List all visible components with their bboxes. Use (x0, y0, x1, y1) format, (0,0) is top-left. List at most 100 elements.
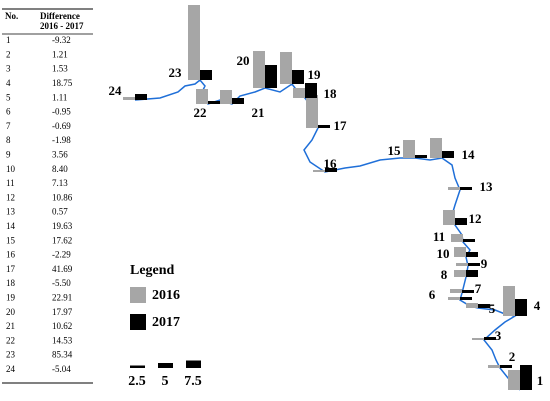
table-cell: 41.69 (52, 264, 73, 274)
station-label: 7 (475, 281, 482, 296)
bar (462, 290, 474, 293)
table-cell: 1.21 (52, 49, 68, 59)
bar (454, 247, 466, 257)
bar (293, 88, 305, 98)
table-cell: 12 (6, 192, 15, 202)
scale-label: 2.5 (128, 374, 146, 389)
table-cell: 5 (6, 92, 11, 102)
bar (454, 270, 466, 277)
table-cell: 8.40 (52, 164, 68, 174)
table-cell: 14 (6, 221, 16, 231)
legend-label: 2016 (152, 288, 180, 303)
bar (200, 70, 212, 80)
bar (292, 70, 304, 84)
bar (135, 94, 147, 100)
station-label: 14 (462, 147, 476, 162)
scale-label: 5 (162, 374, 169, 389)
table-cell: 1 (6, 35, 11, 45)
station-label: 21 (252, 105, 265, 120)
station-label: 22 (194, 105, 207, 120)
bar (500, 365, 512, 368)
station-label: 24 (109, 83, 123, 98)
station-label: 1 (537, 373, 544, 388)
table-cell: -0.95 (52, 107, 71, 117)
bar (520, 365, 532, 390)
table-cell: 19.63 (52, 221, 73, 231)
table-cell: 10 (6, 164, 16, 174)
bar (460, 187, 472, 190)
bar (463, 239, 475, 242)
station-label: 2 (509, 349, 516, 364)
bar (442, 151, 454, 158)
table-cell: 16 (6, 250, 16, 260)
table-cell: -2.29 (52, 250, 71, 260)
bar (280, 52, 292, 84)
bar (472, 338, 484, 340)
station-label: 8 (441, 267, 448, 282)
table-cell: 85.34 (52, 350, 73, 360)
bar (450, 289, 462, 293)
table-cell: 17.97 (52, 307, 73, 317)
table-cell: 2 (6, 49, 11, 59)
bar (455, 218, 467, 225)
bar (484, 337, 496, 340)
table-cell: 17 (6, 264, 16, 274)
table-cell: 1.11 (52, 92, 67, 102)
bar (460, 297, 472, 300)
bar (448, 297, 460, 300)
table-cell: 3.56 (52, 149, 68, 159)
bar (415, 155, 427, 158)
legend-title: Legend (130, 263, 175, 278)
station-label: 5 (489, 301, 496, 316)
bar (265, 65, 277, 88)
bar (253, 51, 265, 88)
station-label: 3 (495, 328, 502, 343)
table-header: No. (5, 11, 18, 21)
station-label: 6 (429, 287, 436, 302)
scale-bar (130, 365, 145, 368)
bar (325, 168, 337, 172)
table-cell: 13 (6, 207, 16, 217)
bar (515, 299, 527, 316)
station-label: 9 (481, 256, 488, 271)
station-label: 20 (237, 53, 250, 68)
bar (478, 304, 490, 308)
table-cell: 0.57 (52, 207, 68, 217)
table-cell: 11 (6, 178, 15, 188)
table-cell: 10.62 (52, 321, 72, 331)
bar (188, 5, 200, 80)
table-cell: 21 (6, 321, 15, 331)
table-cell: 8 (6, 135, 11, 145)
bar (448, 187, 460, 190)
bar (443, 210, 455, 225)
bar (466, 303, 478, 308)
bar (451, 234, 463, 242)
bar (508, 370, 520, 390)
bar (318, 125, 330, 128)
legend-swatch (130, 314, 146, 330)
bar (220, 90, 232, 104)
legend-label: 2017 (152, 315, 180, 330)
bar (466, 252, 478, 257)
station-label: 17 (334, 118, 348, 133)
table-cell: 7.13 (52, 178, 68, 188)
bar (313, 170, 325, 172)
bar (208, 101, 220, 104)
station-label: 10 (437, 246, 450, 261)
scale-bar (186, 360, 201, 368)
bar (468, 263, 480, 266)
table-cell: 6 (6, 107, 11, 117)
table-header: 2016 - 2017 (40, 21, 84, 31)
table-cell: 1.53 (52, 64, 68, 74)
table-cell: 9 (6, 149, 11, 159)
table-cell: -0.69 (52, 121, 71, 131)
table-cell: 10.86 (52, 192, 73, 202)
table-cell: 15 (6, 235, 16, 245)
bar (456, 263, 468, 266)
station-label: 15 (388, 143, 402, 158)
bar (123, 97, 135, 100)
bar (232, 98, 244, 104)
bar (305, 83, 317, 98)
table-cell: 14.53 (52, 335, 73, 345)
